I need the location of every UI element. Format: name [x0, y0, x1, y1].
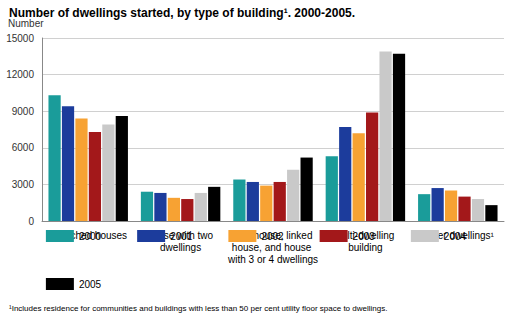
- svg-text:building: building: [348, 242, 382, 253]
- svg-text:9000: 9000: [12, 106, 35, 117]
- svg-text:Other dwellings¹: Other dwellings¹: [421, 229, 494, 241]
- svg-text:3000: 3000: [12, 179, 35, 190]
- svg-text:Row house, linked: Row house, linked: [230, 229, 316, 241]
- svg-text:House with two: House with two: [145, 229, 216, 241]
- svg-text:Number: Number: [8, 17, 44, 29]
- svg-text:2005: 2005: [79, 279, 102, 290]
- svg-text:2001: 2001: [170, 231, 193, 242]
- svg-text:2004: 2004: [444, 231, 467, 242]
- svg-text:¹Includes residence for commun: ¹Includes residence for communities and …: [9, 304, 387, 313]
- svg-text:12000: 12000: [6, 69, 34, 80]
- svg-text:with 3 or 4 dwellings: with 3 or 4 dwellings: [227, 254, 318, 265]
- svg-text:15000: 15000: [6, 33, 34, 44]
- svg-text:Number of dwellings started, b: Number of dwellings started, by type of …: [9, 6, 355, 20]
- svg-text:2000: 2000: [79, 231, 102, 242]
- svg-text:2003: 2003: [353, 231, 376, 242]
- svg-text:2002: 2002: [261, 231, 284, 242]
- svg-text:dwellings: dwellings: [160, 242, 201, 253]
- svg-text:6000: 6000: [12, 142, 35, 153]
- svg-text:0: 0: [28, 216, 34, 227]
- svg-text:Detached houses: Detached houses: [49, 229, 128, 241]
- svg-text:house, and house: house, and house: [232, 242, 314, 253]
- svg-text:Multi-dwelling: Multi-dwelling: [333, 229, 398, 241]
